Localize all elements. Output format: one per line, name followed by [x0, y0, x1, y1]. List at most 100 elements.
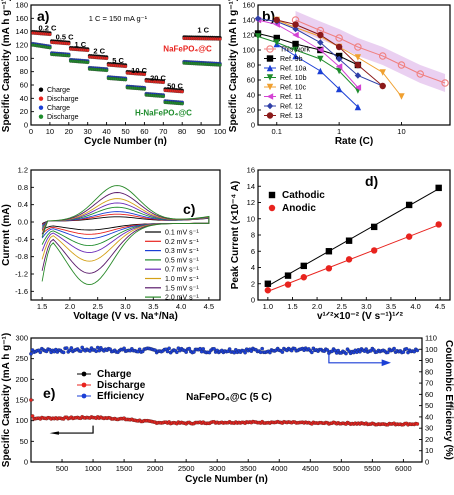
panel-b-point-2	[292, 52, 299, 60]
panel-d-point-1	[370, 247, 378, 254]
panel-a-legend-label: Discharge	[47, 96, 79, 103]
panel-a-y-tick-label: 40	[20, 94, 28, 103]
panel-d-x-tick-label: 2.0	[312, 302, 322, 311]
panel-a-x-tick-label: 80	[178, 127, 186, 136]
panel-b-x-tick-label: 1	[337, 127, 341, 136]
panel-a-rate-label: 20 C	[150, 73, 166, 82]
panel-e-point	[415, 348, 420, 353]
panel-e-y2-tick-label: 110	[425, 334, 437, 343]
panel-c-y-tick-label: 0.8	[18, 183, 28, 192]
panel-a-y-tick-label: 20	[20, 107, 28, 116]
panel-b-point-3	[273, 39, 280, 46]
panel-c-legend-label: 0.2 mV s⁻¹	[165, 239, 199, 246]
panel-a-rate-label: 0.2 C	[39, 23, 58, 32]
panel-b-point-7	[379, 82, 386, 90]
panel-c-x-tick-label: 4.5	[204, 302, 214, 311]
panel-a-x-tick-label: 50	[121, 127, 129, 136]
panel-c-x-tick-label: 2.5	[92, 302, 102, 311]
panel-e-point	[95, 345, 100, 350]
panel-e-y2-tick-label: 100	[425, 345, 438, 354]
panel-e-y2-axis-label: Coulombic Efficiency (%)	[443, 340, 454, 460]
panel-d-x-axis-label: v¹ᐟ²×10⁻² (V s⁻¹)¹ᐟ²	[317, 311, 404, 322]
panel-e-y-tick-label: 150	[15, 396, 28, 405]
panel-b-point-2	[317, 67, 324, 75]
panel-d-fit-line-1	[267, 224, 439, 292]
panel-d-point-0	[325, 248, 333, 255]
panel-b-point-5	[292, 31, 299, 39]
panel-e-legend-label: Discharge	[97, 380, 146, 391]
panel-b-legend-marker	[266, 83, 274, 91]
panel-e-point	[201, 347, 206, 351]
panel-a-point-3	[104, 68, 109, 73]
panel-e-y-tick-label: 50	[20, 437, 28, 446]
panel-e-legend-marker	[81, 393, 87, 399]
panel-e-y-tick-label: 300	[15, 334, 28, 343]
panel-b-point-0	[397, 61, 406, 69]
panel-a-rate-label: 5 C	[112, 56, 124, 65]
panel-e-legend-marker	[81, 371, 87, 377]
panel-a-point-1	[104, 56, 109, 61]
panel-e-point	[167, 346, 171, 351]
panel-e-y2-tick-label: 20	[425, 435, 433, 444]
panel-e-point	[94, 349, 98, 354]
panel-e-point	[227, 347, 232, 351]
panel-a-x-axis-label: Cycle Number (n)	[84, 136, 167, 147]
panel-d-y-tick-label: 6	[251, 247, 255, 256]
panel-b-x-tick-label: 10	[397, 127, 405, 136]
panel-b-point-0	[441, 79, 449, 87]
panel-d-point-1	[300, 274, 307, 281]
panel-a-point-1	[48, 32, 52, 37]
panel-b-point-4	[354, 54, 362, 61]
panel-e-point	[61, 350, 66, 355]
panel-e-point	[38, 350, 43, 355]
panel-d-y-tick-label: 8	[251, 231, 255, 240]
panel-a-y-tick-label: 180	[15, 1, 28, 10]
panel-b-legend-marker	[266, 64, 274, 72]
panel-e-point	[392, 346, 396, 351]
panel-e-x-tick-label: 3000	[209, 464, 226, 473]
panel-d-point-0	[264, 280, 272, 287]
panel-c-legend-label: 0.3 mV s⁻¹	[165, 248, 199, 255]
panel-a-rate-label: 50 C	[167, 81, 183, 90]
panel-b-legend-marker	[266, 93, 274, 100]
panel-c-legend-label: 1.0 mV s⁻¹	[165, 276, 199, 283]
panel-b-series-line-5	[257, 19, 359, 88]
panel-e-label: e)	[43, 385, 55, 401]
panel-c-y-tick-label: 0.4	[18, 200, 28, 209]
panel-e-arrow-left-head	[49, 431, 59, 435]
panel-c-legend-label: 0.7 mV s⁻¹	[165, 267, 199, 274]
panel-b-point-6	[335, 55, 343, 63]
panel-c-x-tick-label: 3.0	[120, 302, 130, 311]
panel-d-x-tick-label: 3.0	[361, 302, 371, 311]
panel-b-point-5	[317, 46, 324, 54]
panel-e-point	[280, 350, 285, 354]
panel-c-y-axis-label: Current (mA)	[1, 204, 12, 266]
panel-d-point-1	[345, 256, 353, 263]
panel-b-x-tick-label: 0.1	[272, 127, 282, 136]
panel-a-point-1	[180, 89, 184, 94]
panel-a-point-3	[67, 53, 71, 58]
panel-a-y-tick-label: 80	[20, 67, 28, 76]
panel-e-x-tick-label: 4500	[302, 464, 319, 473]
panel-b-point-0	[416, 70, 424, 78]
panel-b-x-axis-label: Rate (C)	[335, 136, 373, 147]
panel-e-point	[212, 347, 216, 351]
panel-b-point-3	[317, 55, 324, 63]
panel-e-y2-tick-label: 0	[425, 458, 429, 467]
panel-e-x-tick-label: 3500	[240, 464, 257, 473]
panel-b-y-tick-label: 80	[247, 61, 255, 70]
panel-b-point-6	[254, 15, 262, 22]
panel-a-point-1	[161, 80, 166, 85]
panel-a-rate-label: 1 C	[74, 40, 86, 49]
panel-b-point-5	[354, 84, 362, 91]
panel-a-x-tick-label: 40	[102, 127, 110, 136]
panel-d-x-tick-label: 2.5	[336, 302, 346, 311]
panel-b-point-6	[317, 39, 324, 46]
panel-d-legend-marker	[268, 191, 276, 199]
panel-e-point	[29, 352, 33, 356]
panel-e-point	[364, 347, 368, 351]
panel-a-x-tick-label: 70	[159, 127, 167, 136]
panel-b-legend-label: Ref. 9b	[280, 56, 303, 63]
panel-e-point	[401, 350, 406, 354]
panel-b-point-5	[335, 63, 343, 70]
